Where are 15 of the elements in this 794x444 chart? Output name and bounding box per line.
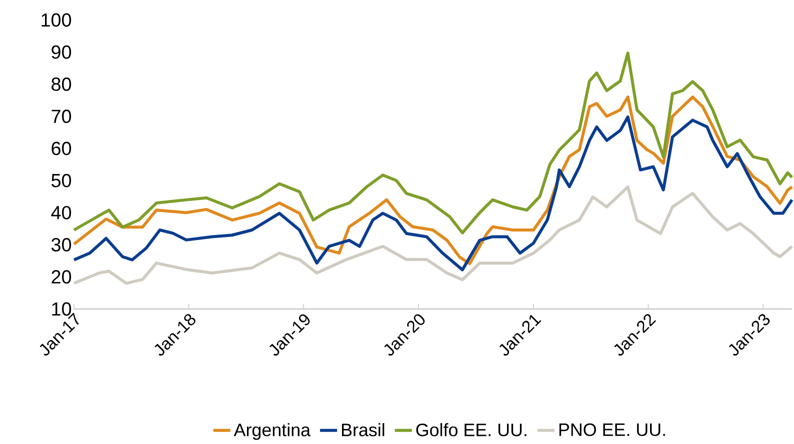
legend-label: Argentina [234, 423, 311, 440]
legend-label: PNO EE. UU. [559, 423, 665, 436]
y-tick-label: 60 [52, 142, 72, 156]
y-tick-label: 20 [52, 270, 72, 284]
y-tick-label: 80 [52, 78, 72, 91]
y-tick-label: 70 [52, 110, 72, 124]
line-series [72, 52, 794, 234]
legend-label: Golfo EE. UU. [416, 423, 526, 436]
legend-label: Brasil [342, 423, 384, 436]
y-tick-label: 30 [51, 238, 72, 252]
y-tick-label: 100 [42, 13, 72, 27]
line-series [72, 185, 794, 285]
y-tick-label: 40 [51, 206, 72, 220]
y-tick-label: 90 [52, 45, 72, 59]
y-tick-label: 50 [52, 174, 72, 188]
